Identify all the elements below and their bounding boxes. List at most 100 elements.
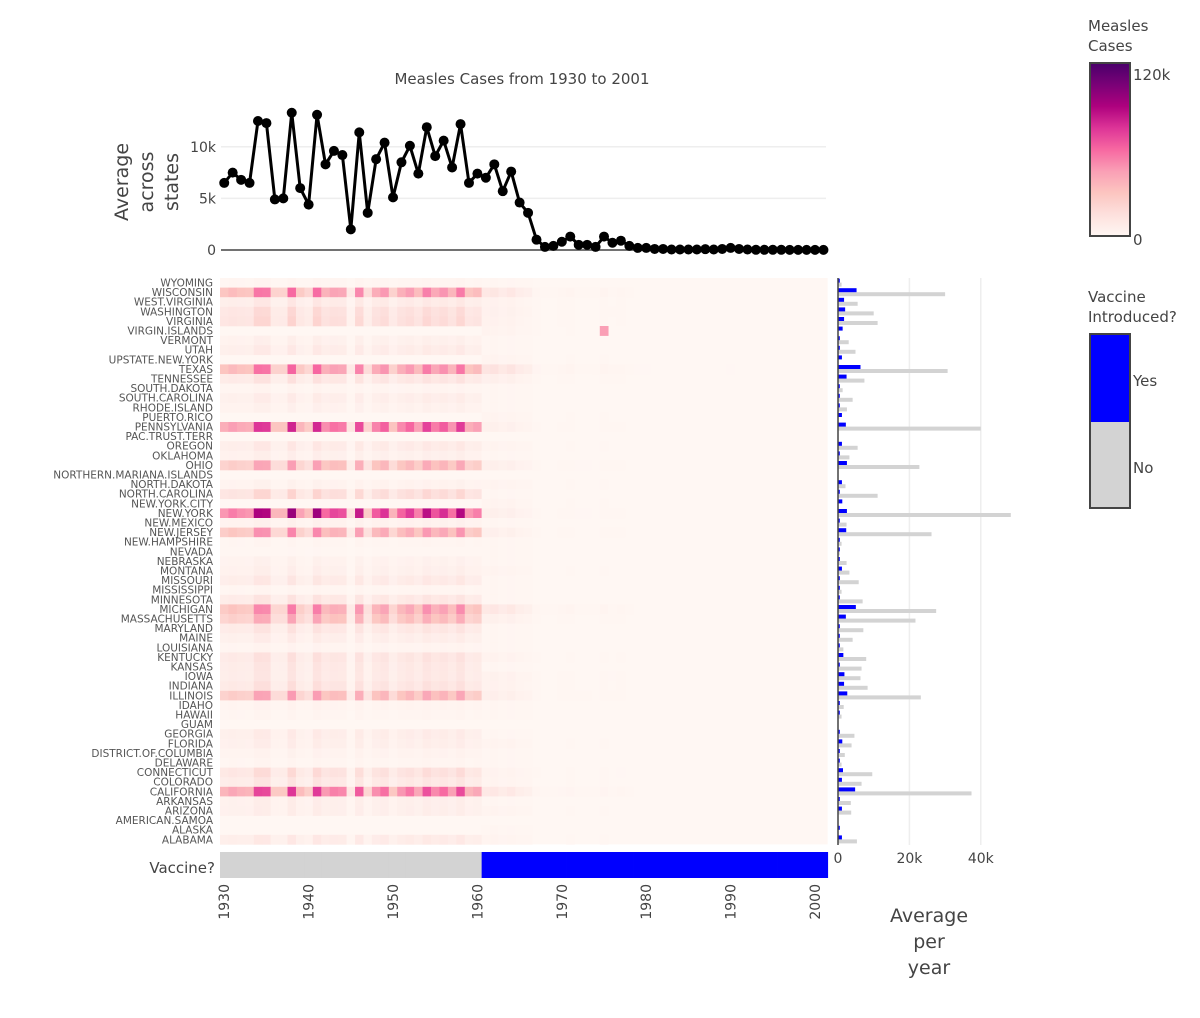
heatmap-cell xyxy=(346,364,356,375)
heatmap-cell xyxy=(490,518,499,528)
heatmap-cell xyxy=(456,738,466,749)
heatmap-cell xyxy=(481,546,491,557)
heatmap-cell xyxy=(363,594,373,605)
heatmap-cell xyxy=(355,633,364,644)
heatmap-cell xyxy=(506,710,516,720)
heatmap-cell xyxy=(498,614,508,624)
heatmap-cell xyxy=(355,364,364,375)
heatmap-cell xyxy=(439,527,449,538)
heatmap-cell xyxy=(363,287,373,298)
heatmap-cell xyxy=(287,690,297,701)
colorbar: Measles Cases 120k 0 xyxy=(1088,17,1171,249)
heatmap-cell xyxy=(566,479,575,490)
heatmap-cell xyxy=(523,594,533,605)
heatmap-cell xyxy=(456,614,466,624)
heatmap-cell xyxy=(532,681,542,692)
heatmap-cell xyxy=(473,729,482,740)
heatmap-cell xyxy=(321,364,331,375)
heatmap-cell xyxy=(490,278,499,288)
heatmap-cell xyxy=(329,729,339,740)
heatmap-cell xyxy=(422,729,432,740)
heatmap-cell xyxy=(490,767,499,778)
heatmap-cell xyxy=(498,354,508,365)
heatmap-cell xyxy=(245,278,255,288)
heatmap-cell xyxy=(329,537,339,548)
heatmap-cell xyxy=(295,441,305,452)
heatmap-cell xyxy=(295,316,305,327)
heatmap-cell xyxy=(566,604,575,615)
heatmap-cell xyxy=(236,642,246,653)
data-point xyxy=(371,154,382,165)
heatmap-cell xyxy=(490,806,499,816)
state-label: FLORIDA xyxy=(168,738,214,750)
data-point xyxy=(531,234,542,245)
heatmap-cell xyxy=(279,623,288,634)
heatmap-cell xyxy=(498,825,508,836)
heatmap-cell xyxy=(397,460,406,471)
legend-frame xyxy=(1089,333,1131,509)
heatmap-cell xyxy=(380,777,390,788)
heatmap-cell xyxy=(253,450,263,461)
heatmap-cell xyxy=(228,566,238,576)
heatmap-cell xyxy=(355,393,364,404)
heatmap-cell xyxy=(515,326,525,336)
heatmap-cell xyxy=(220,690,229,701)
heatmap-cell xyxy=(371,278,381,288)
vaccine-strip-cell xyxy=(566,852,575,878)
heatmap-cell xyxy=(245,402,255,413)
heatmap-cell xyxy=(355,335,364,346)
heatmap-cell xyxy=(363,527,373,538)
heatmap-cell xyxy=(456,422,466,432)
heatmap-cell xyxy=(228,786,238,797)
heatmap-cell xyxy=(245,518,255,528)
heatmap-cell xyxy=(363,364,373,375)
heatmap-cell xyxy=(456,575,466,586)
heatmap-cell xyxy=(481,700,491,711)
heatmap-cell xyxy=(473,671,482,682)
heatmap-cell xyxy=(253,834,263,845)
heatmap-cell xyxy=(245,786,255,797)
heatmap-cell xyxy=(245,374,255,384)
heatmap-cell xyxy=(346,450,356,461)
heatmap-cell xyxy=(473,710,482,720)
heatmap-cell xyxy=(363,556,373,567)
heatmap-cell xyxy=(220,537,229,548)
heatmap-cell xyxy=(506,335,516,346)
state-label: CONNECTICUT xyxy=(137,767,214,779)
heatmap-cell xyxy=(312,297,322,308)
heatmap-cell xyxy=(490,614,499,624)
bar-yes xyxy=(838,806,842,811)
heatmap-cell xyxy=(355,777,364,788)
heatmap-cell xyxy=(245,614,255,624)
heatmap-cell xyxy=(245,777,255,788)
heatmap-cell xyxy=(456,364,466,375)
heatmap-cell xyxy=(490,479,499,490)
heatmap-cell xyxy=(312,585,322,596)
heatmap-cell xyxy=(287,518,297,528)
heatmap-cell xyxy=(338,306,347,317)
heatmap-cell xyxy=(304,479,314,490)
heatmap-cell xyxy=(447,642,457,653)
heatmap-cell xyxy=(228,460,238,471)
heatmap-cell xyxy=(312,441,322,452)
heatmap-cell xyxy=(506,556,516,567)
heatmap-cell xyxy=(312,364,322,375)
heatmap-cell xyxy=(220,777,229,788)
heatmap-cell xyxy=(295,393,305,404)
heatmap-cell xyxy=(371,518,381,528)
heatmap-cell xyxy=(523,546,533,557)
bar-no xyxy=(838,762,842,767)
vaccine-strip-label: Vaccine? xyxy=(149,859,215,877)
heatmap-cell xyxy=(321,604,331,615)
heatmap-cell xyxy=(253,671,263,682)
heatmap-cell xyxy=(262,287,271,298)
state-label: INDIANA xyxy=(169,681,214,693)
heatmap-cell xyxy=(599,566,609,576)
state-label: SOUTH.CAROLINA xyxy=(119,393,214,405)
heatmap-cell xyxy=(295,489,305,500)
bar-yes xyxy=(838,355,842,360)
heatmap-cell xyxy=(329,450,339,461)
heatmap-cell xyxy=(506,566,516,576)
heatmap-cell xyxy=(506,518,516,528)
heatmap-cell xyxy=(490,383,499,394)
